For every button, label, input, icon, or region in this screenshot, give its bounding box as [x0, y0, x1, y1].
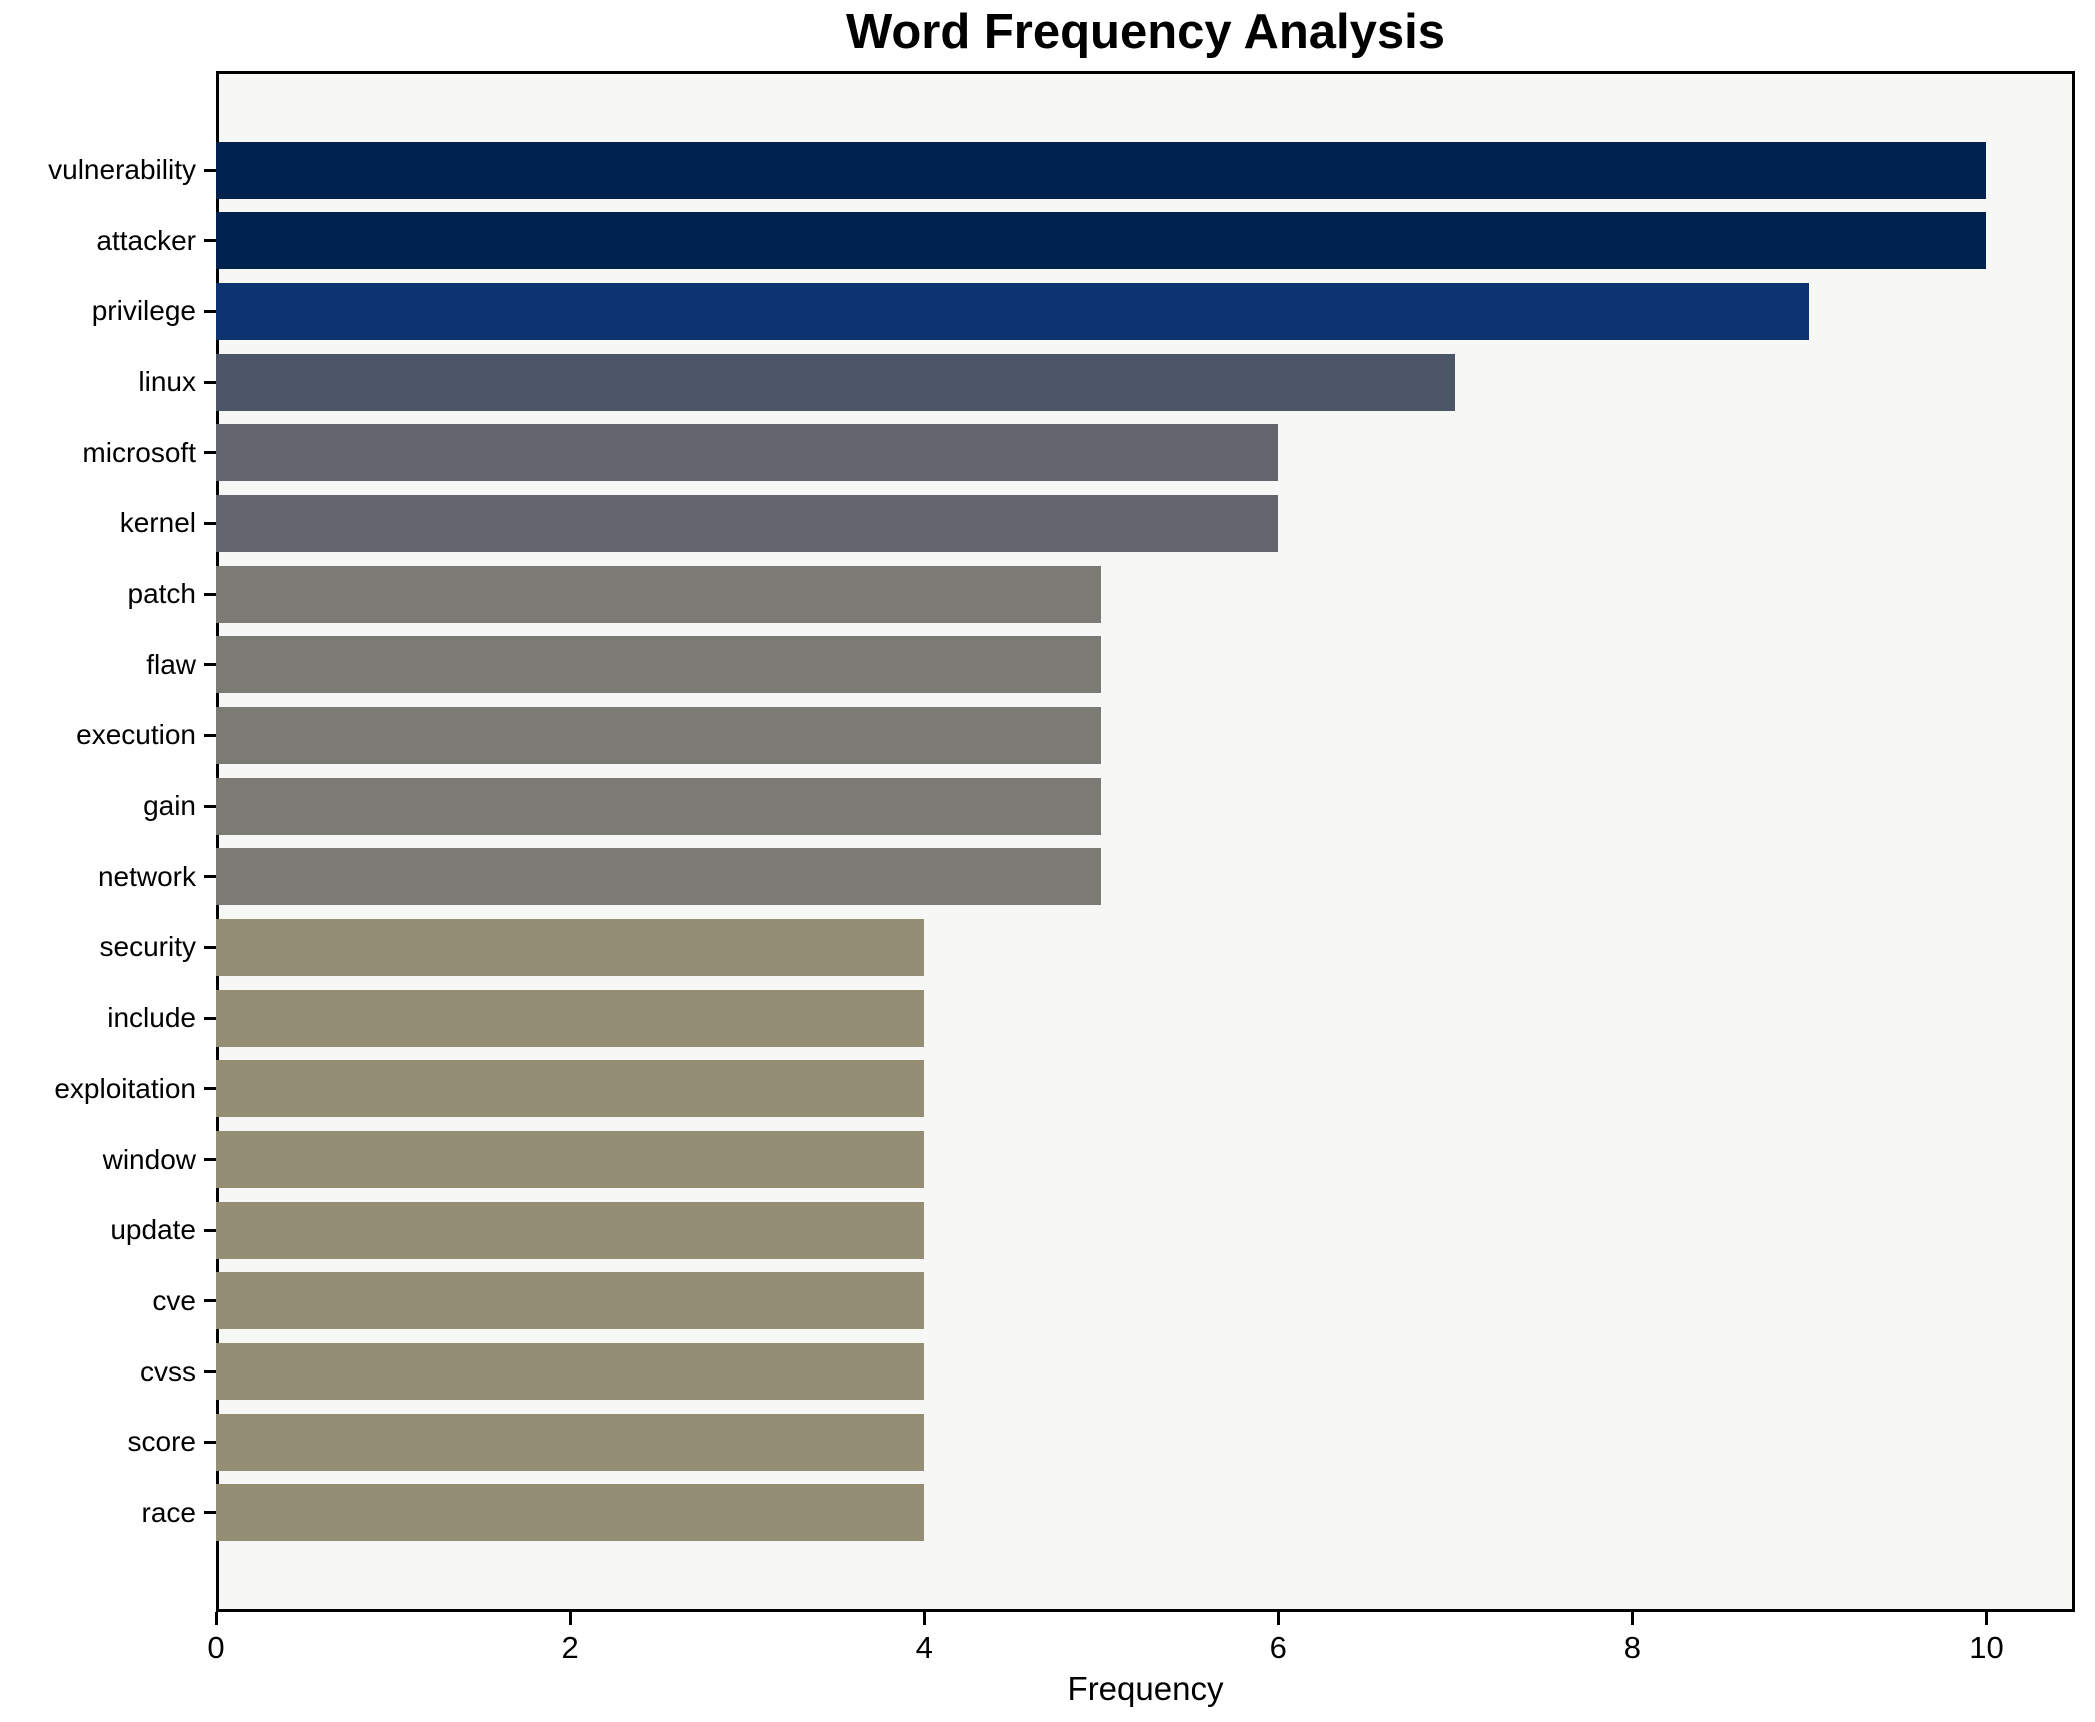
bar-gain [216, 777, 1102, 835]
y-tick-mark [204, 521, 216, 525]
y-tick-mark [204, 1087, 216, 1091]
x-tick-label-8: 8 [1623, 1630, 1641, 1665]
y-tick-mark [204, 592, 216, 596]
bar-vulnerability [216, 141, 1987, 199]
y-tick-mark [204, 945, 216, 949]
bar-race [216, 1484, 925, 1542]
y-tick-mark [204, 380, 216, 384]
y-tick-label-cvss: cvss [140, 1355, 196, 1387]
y-tick-label-security: security [99, 931, 196, 963]
y-tick-mark [204, 1228, 216, 1232]
bar-cve [216, 1272, 925, 1330]
y-tick-mark [204, 168, 216, 172]
y-tick-label-race: race [141, 1496, 196, 1528]
y-tick-label-flaw: flaw [146, 648, 196, 680]
y-tick-label-microsoft: microsoft [82, 436, 196, 468]
y-tick-mark [204, 1370, 216, 1374]
x-tick-label-10: 10 [1969, 1630, 2004, 1665]
y-tick-mark [204, 239, 216, 243]
bar-execution [216, 706, 1102, 764]
y-tick-label-network: network [97, 860, 196, 892]
y-tick-mark [204, 1440, 216, 1444]
x-tick-mark [214, 1612, 218, 1625]
y-tick-label-vulnerability: vulnerability [48, 154, 196, 185]
y-tick-label-execution: execution [76, 719, 196, 751]
y-tick-label-gain: gain [143, 790, 196, 822]
y-tick-mark [204, 733, 216, 737]
x-tick-label-0: 0 [207, 1630, 225, 1665]
y-tick-label-cve: cve [152, 1284, 196, 1316]
bar-attacker [216, 212, 1987, 270]
bar-patch [216, 565, 1102, 623]
y-tick-mark [204, 309, 216, 313]
y-tick-mark [204, 1299, 216, 1303]
y-tick-label-kernel: kernel [119, 507, 196, 539]
y-tick-label-score: score [127, 1426, 196, 1458]
bar-exploitation [216, 1060, 925, 1118]
bar-score [216, 1413, 925, 1471]
chart-title: Word Frequency Analysis [845, 5, 1446, 59]
bar-linux [216, 353, 1456, 411]
y-tick-label-attacker: attacker [96, 224, 196, 256]
y-tick-mark [204, 875, 216, 879]
y-tick-label-exploitation: exploitation [54, 1072, 196, 1104]
bar-privilege [216, 282, 1810, 340]
bar-network [216, 848, 1102, 906]
x-tick-label-6: 6 [1269, 1630, 1287, 1665]
bar-update [216, 1201, 925, 1259]
y-tick-label-include: include [107, 1002, 196, 1034]
bar-cvss [216, 1343, 925, 1401]
bar-include [216, 989, 925, 1047]
bar-flaw [216, 636, 1102, 694]
bar-window [216, 1131, 925, 1189]
x-axis-label: Frequency [1067, 1670, 1224, 1707]
y-tick-mark [204, 804, 216, 808]
y-tick-mark [204, 1016, 216, 1020]
y-tick-label-privilege: privilege [91, 295, 196, 327]
x-tick-mark [1276, 1612, 1280, 1625]
x-tick-mark [922, 1612, 926, 1625]
x-tick-label-4: 4 [915, 1630, 933, 1665]
y-tick-label-update: update [110, 1214, 196, 1246]
x-tick-mark [1984, 1612, 1988, 1625]
y-tick-mark [204, 1511, 216, 1515]
x-tick-mark [568, 1612, 572, 1625]
y-tick-label-window: window [102, 1143, 196, 1175]
x-tick-mark [1630, 1612, 1634, 1625]
y-tick-mark [204, 1158, 216, 1162]
y-tick-label-linux: linux [138, 366, 196, 398]
bar-microsoft [216, 424, 1279, 482]
x-tick-label-2: 2 [561, 1630, 579, 1665]
y-tick-label-patch: patch [127, 578, 197, 610]
y-tick-mark [204, 451, 216, 455]
bar-security [216, 918, 925, 976]
y-tick-mark [204, 663, 216, 667]
bar-kernel [216, 494, 1279, 552]
